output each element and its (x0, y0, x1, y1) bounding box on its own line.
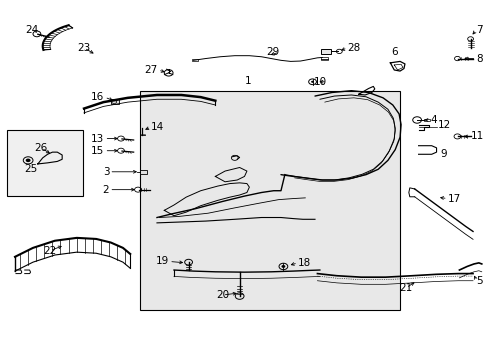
Text: 24: 24 (25, 25, 38, 35)
Text: 29: 29 (265, 47, 279, 57)
Text: 28: 28 (347, 43, 360, 53)
Text: 3: 3 (102, 167, 109, 177)
Circle shape (281, 265, 285, 268)
Text: 15: 15 (91, 146, 104, 156)
Text: 2: 2 (102, 185, 109, 195)
Text: 16: 16 (91, 92, 104, 102)
Text: 1: 1 (244, 76, 251, 86)
Text: 17: 17 (447, 194, 460, 203)
Text: 21: 21 (399, 283, 412, 293)
Text: 5: 5 (475, 276, 482, 286)
Bar (7, 130, 82, 196)
Text: 25: 25 (24, 164, 37, 174)
Bar (111, 99, 118, 104)
Circle shape (26, 158, 30, 162)
Text: 7: 7 (475, 25, 482, 35)
Text: 20: 20 (216, 290, 229, 300)
Text: 27: 27 (144, 65, 158, 75)
Text: 13: 13 (91, 134, 104, 144)
Bar (140, 170, 146, 174)
Text: 11: 11 (469, 131, 483, 141)
Text: 4: 4 (429, 115, 436, 125)
Bar (140, 91, 399, 310)
Text: 22: 22 (43, 246, 57, 256)
Text: 10: 10 (313, 77, 326, 87)
Bar (424, 118, 429, 121)
Text: 9: 9 (440, 149, 446, 159)
Text: 23: 23 (77, 43, 90, 53)
Circle shape (310, 81, 313, 83)
Bar (321, 57, 327, 60)
Text: 6: 6 (390, 47, 397, 57)
Text: 12: 12 (437, 120, 450, 130)
Text: 18: 18 (297, 258, 310, 268)
Text: 14: 14 (151, 122, 164, 132)
Text: 26: 26 (35, 143, 48, 153)
Bar (192, 59, 198, 62)
Bar (321, 49, 330, 54)
Text: 19: 19 (156, 256, 169, 266)
Text: 8: 8 (475, 54, 482, 64)
